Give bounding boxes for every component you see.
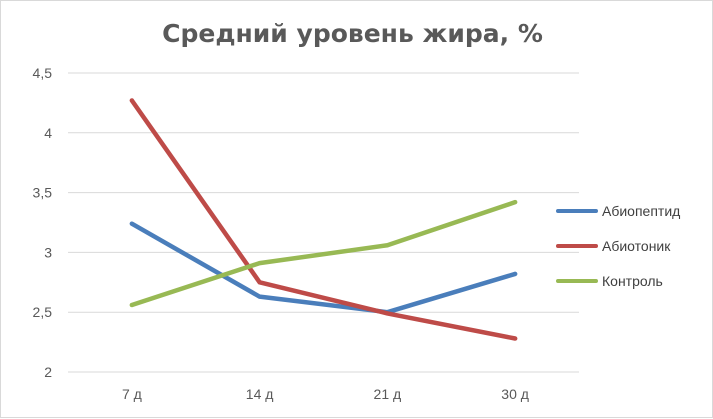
data-point (129, 221, 134, 226)
x-tick-label: 7 д (122, 386, 142, 402)
data-point (257, 280, 262, 285)
series-line (129, 221, 518, 315)
series-line (129, 199, 518, 308)
data-point (513, 336, 518, 341)
data-point (513, 200, 518, 205)
legend-label: Абиотоник (602, 237, 671, 254)
series-line (129, 98, 518, 341)
y-tick-label: 2 (44, 364, 52, 380)
chart-title: Средний уровень жира, % (162, 19, 543, 48)
chart-legend: Абиопептид Абиотоник Контроль (556, 193, 680, 298)
data-point (385, 243, 390, 248)
y-tick-label: 3,5 (33, 185, 53, 201)
data-point (513, 271, 518, 276)
legend-item-abiopeptid: Абиопептид (556, 193, 680, 228)
x-tick-label: 21 д (374, 386, 402, 402)
legend-swatch (556, 208, 598, 213)
data-point (257, 294, 262, 299)
data-point (129, 98, 134, 103)
data-point (257, 261, 262, 266)
y-tick-label: 4 (44, 125, 52, 141)
legend-label: Контроль (602, 272, 663, 289)
x-tick-label: 30 д (501, 386, 529, 402)
legend-item-abiotonik: Абиотоник (556, 228, 680, 263)
legend-item-kontrol: Контроль (556, 263, 680, 298)
y-tick-label: 2,5 (33, 304, 53, 320)
legend-swatch (556, 278, 598, 283)
y-tick-label: 3 (44, 244, 52, 260)
legend-label: Абиопептид (602, 202, 681, 219)
data-point (129, 303, 134, 308)
data-point (385, 311, 390, 316)
y-tick-label: 4,5 (33, 65, 53, 81)
x-tick-label: 14 д (246, 386, 274, 402)
legend-swatch (556, 243, 598, 248)
